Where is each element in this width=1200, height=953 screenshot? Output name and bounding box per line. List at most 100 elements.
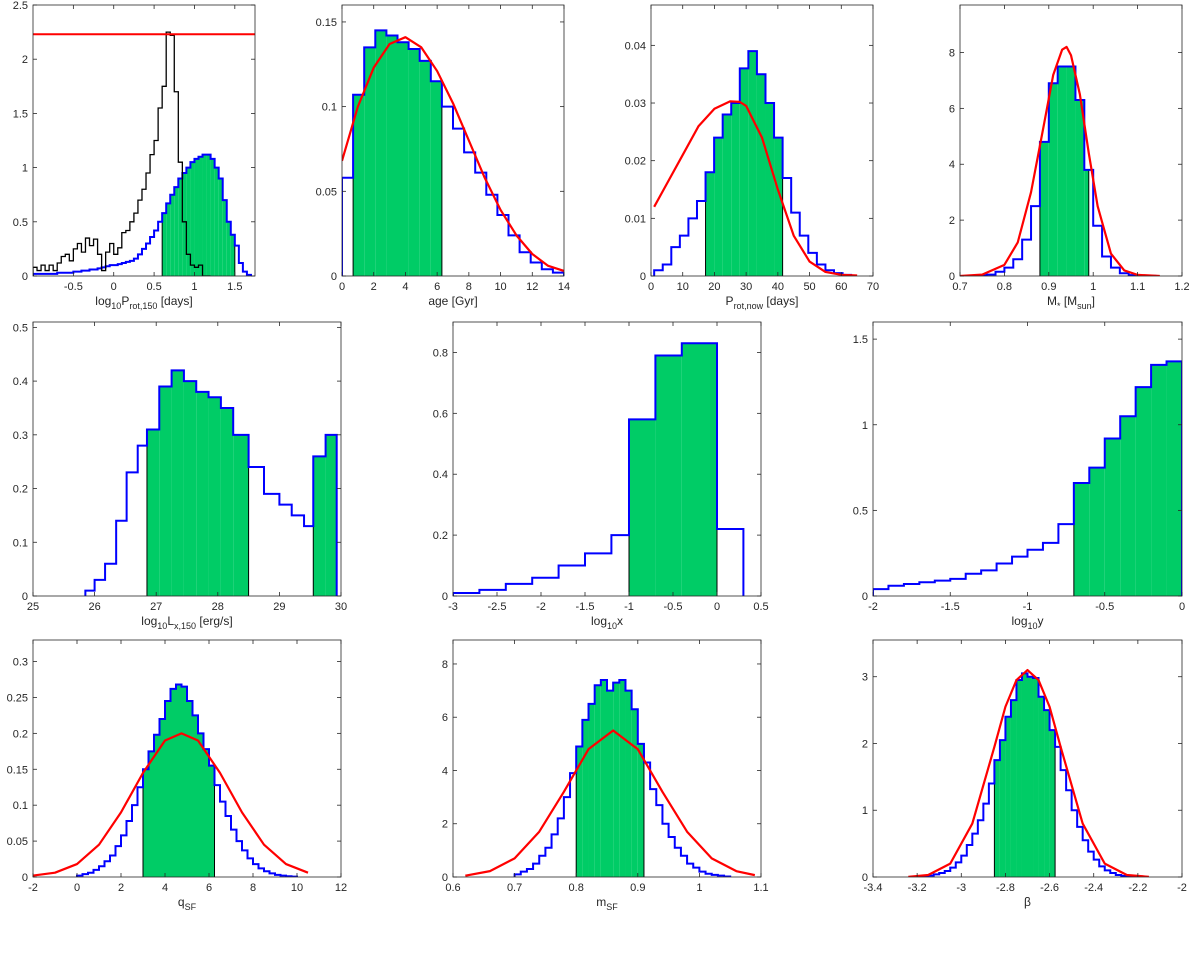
y-tick-label: 0.2: [433, 530, 448, 542]
panel-4: 0.7 0.8 0.9 1 1.1 1.2 0 2 4 6 8 M* [Msun]: [949, 4, 1190, 311]
y-tick-label: 0: [640, 271, 646, 283]
x-axis-label-main: log: [95, 294, 111, 308]
y-tick-label: 8: [442, 659, 448, 671]
credible-fill-bar: [181, 686, 187, 877]
x-tick-label: 6: [206, 882, 212, 894]
y-tick-label: 0.05: [7, 836, 28, 848]
credible-fill-bar: [162, 213, 167, 276]
credible-fill-bar: [170, 194, 175, 276]
credible-fill-bar: [214, 167, 219, 276]
x-axis-label-main2: y: [1038, 614, 1044, 628]
x-tick-label: 12: [335, 882, 347, 894]
y-tick-label: 2: [949, 215, 955, 227]
credible-fill-bar: [714, 137, 723, 276]
y-tick-label: 8: [949, 47, 955, 59]
x-tick-label: -1: [624, 601, 634, 613]
fit-curve: [908, 668, 1149, 877]
credible-fill-bar: [625, 690, 632, 877]
x-tick-label: 0: [339, 281, 345, 293]
panel-9: 0.6 0.7 0.8 0.9 1 1.1 0 2 4 6 8 mSF: [442, 639, 769, 912]
x-tick-label: 70: [867, 281, 879, 293]
x-tick-label: 0: [714, 601, 720, 613]
x-axis-label-sub1: rot,now: [734, 301, 764, 311]
x-tick-label: 0: [74, 882, 80, 894]
x-axis-label: β: [1024, 895, 1031, 909]
panel-6: -3 -2.5 -2 -1.5 -1 -0.5 0 0.5 0 0.2 0.4 0.6 0.8 log10…: [433, 321, 769, 631]
x-tick-label: -3: [448, 601, 458, 613]
y-tick-label: 0: [22, 591, 28, 603]
histogram-outline: [84, 369, 338, 596]
credible-fill-bar: [159, 386, 172, 596]
x-axis-label-main: age [Gyr]: [428, 294, 477, 308]
axes-box: [32, 639, 342, 878]
x-axis-label-unit: [days]: [763, 294, 798, 308]
x-tick-label: 0.6: [445, 882, 460, 894]
credible-fill-bar: [198, 156, 203, 276]
credible-fill-bar: [202, 154, 207, 276]
credible-fill-bar: [198, 733, 204, 877]
y-tick-label: 0: [949, 271, 955, 283]
axes-box: [650, 4, 874, 277]
x-tick-label: -1.5: [576, 601, 595, 613]
y-tick-label: 0.01: [625, 213, 646, 225]
credible-fill-bar: [171, 370, 184, 596]
fit-curve: [960, 45, 1160, 276]
credible-fill-bar: [748, 51, 757, 276]
credible-fill-bar: [1010, 700, 1017, 877]
x-axis-label-sub1: 10: [607, 621, 617, 631]
x-tick-label: 0.7: [952, 281, 967, 293]
y-tick-label: 4: [442, 765, 448, 777]
x-tick-label: -1: [1023, 601, 1033, 613]
x-axis-label: age [Gyr]: [428, 294, 477, 308]
credible-fill-bar: [430, 81, 442, 276]
credible-fill-bar: [1016, 680, 1022, 877]
credible-fill-bar: [739, 68, 749, 276]
axes-box: [452, 639, 762, 878]
y-tick-label: 0.25: [7, 692, 28, 704]
y-tick-label: 0: [22, 271, 28, 283]
x-axis-label-sub1: *: [1057, 301, 1061, 311]
y-tick-label: 1: [862, 805, 868, 817]
histogram-outline: [33, 153, 252, 276]
x-axis-label-main: log: [591, 614, 607, 628]
x-tick-label: -3: [956, 882, 966, 894]
panel-2: 0 2 4 6 8 10 12 14 0 0.05 0.1 0.15 age [Gyr]: [316, 4, 570, 308]
x-tick-label: 0.7: [507, 882, 522, 894]
x-axis-label: mSF: [596, 895, 618, 912]
credible-fill-bar: [1120, 416, 1136, 596]
x-tick-label: -0.5: [1095, 601, 1114, 613]
y-tick-label: 0.03: [625, 98, 646, 110]
y-tick-label: 0.6: [433, 408, 448, 420]
y-tick-label: 3: [862, 672, 868, 684]
y-tick-label: 0: [22, 872, 28, 884]
x-tick-label: 0: [1179, 601, 1185, 613]
histogram-outline: [513, 678, 732, 877]
x-tick-label: -1.5: [941, 601, 960, 613]
y-tick-label: 2.5: [13, 0, 28, 12]
histogram-outline: [653, 50, 853, 276]
x-axis-label-sub1: 10: [111, 301, 121, 311]
x-tick-label: 0: [648, 281, 654, 293]
credible-fill-bar: [613, 682, 620, 877]
fit-curve: [653, 100, 858, 276]
credible-fill-bar: [148, 751, 154, 877]
x-tick-label: 2: [118, 882, 124, 894]
x-axis-label-main: β: [1024, 895, 1031, 909]
y-tick-label: 1.5: [853, 334, 868, 346]
credible-fill-bar: [408, 49, 420, 276]
axes-box: [872, 639, 1183, 878]
credible-fill-bar: [192, 715, 198, 877]
x-tick-label: 26: [88, 601, 100, 613]
x-tick-label: 1.1: [753, 882, 768, 894]
credible-fill-bar: [165, 701, 171, 877]
x-axis-label-main2: P: [121, 294, 129, 308]
x-tick-label: 8: [466, 281, 472, 293]
x-tick-label: -0.5: [64, 281, 83, 293]
axes-box: [452, 321, 762, 597]
x-tick-label: 4: [162, 882, 168, 894]
credible-fill-bar: [325, 434, 337, 596]
histogram-outline: [976, 65, 1157, 276]
credible-fill-bar: [1021, 673, 1028, 877]
credible-fill-bar: [208, 397, 221, 596]
